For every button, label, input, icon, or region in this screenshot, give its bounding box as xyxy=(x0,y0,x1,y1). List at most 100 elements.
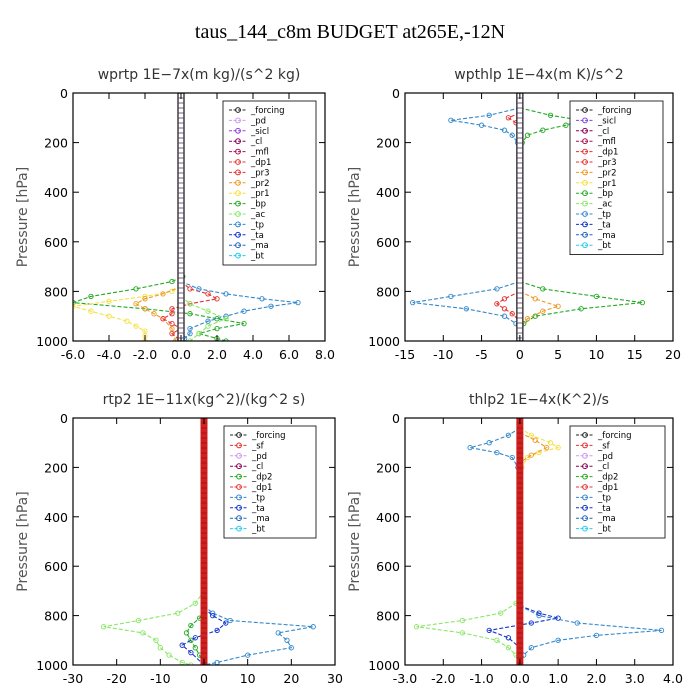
plot-area xyxy=(413,418,665,665)
panel-wpthlp: wpthlp 1E−4x(m K)/s^2 Pressure [hPa] -15 -1… xyxy=(347,67,681,362)
legend-marker xyxy=(236,442,242,449)
x-tick-label: 10 xyxy=(240,671,256,686)
x-tick-label: -3.0 xyxy=(393,671,417,686)
data-point xyxy=(175,610,181,616)
x-tick-label: -15 xyxy=(395,347,415,362)
data-point xyxy=(133,323,139,329)
legend-marker xyxy=(582,169,588,176)
data-point xyxy=(486,627,492,634)
legend-marker xyxy=(582,515,588,522)
legend: _forcing_sicl_cl_mfl_dp1_pr3_pr2_pr1_bp_… xyxy=(569,100,664,256)
data-point xyxy=(494,301,500,307)
legend-marker xyxy=(236,504,242,511)
x-tick-label: 4.0 xyxy=(663,671,683,686)
legend-marker xyxy=(582,138,588,145)
series-line xyxy=(412,280,521,341)
data-point xyxy=(463,306,469,312)
x-tick-label: 0 xyxy=(516,347,524,362)
data-point xyxy=(555,303,561,309)
panel-rtp2: rtp2 1E−11x(kg^2)/(kg^2 s) Pressure [hPa]… xyxy=(15,392,343,686)
data-point xyxy=(501,296,508,302)
data-point xyxy=(169,278,175,285)
x-tick-label: 3.0 xyxy=(625,671,645,686)
plot-frame xyxy=(404,417,674,666)
x-tick-label: 0 xyxy=(200,671,208,686)
legend-marker xyxy=(235,117,241,124)
legend-marker xyxy=(582,200,588,207)
legend-marker xyxy=(582,211,588,217)
data-point xyxy=(153,637,159,643)
data-point xyxy=(169,320,175,327)
legend-marker xyxy=(582,117,588,124)
y-tick-label: 800 xyxy=(44,284,68,299)
data-point xyxy=(196,286,202,292)
legend-label: _sf xyxy=(251,441,265,451)
data-point xyxy=(188,622,194,629)
legend-marker xyxy=(582,231,588,238)
plot-area xyxy=(410,93,646,341)
y-tick-label: 1000 xyxy=(368,658,400,673)
legend-label: _mfl xyxy=(250,148,269,158)
x-tick-label: 2.0 xyxy=(586,671,606,686)
data-point xyxy=(310,624,316,630)
legend: _forcing_sf_pd_cl_dp2_dp1_tp_ta_ma_bt xyxy=(569,425,666,539)
legend-marker xyxy=(582,525,588,532)
legend-label: _ta xyxy=(597,220,611,230)
legend-label: _pd xyxy=(597,452,613,462)
data-point xyxy=(555,615,561,621)
data-point xyxy=(187,330,193,337)
data-point xyxy=(205,291,211,297)
legend-label: _dp1 xyxy=(597,148,618,158)
legend-marker xyxy=(582,221,588,228)
data-point xyxy=(140,630,146,636)
data-point xyxy=(205,308,211,314)
legend-label: _pr2 xyxy=(597,168,617,178)
x-tick-label: 20 xyxy=(665,347,681,362)
y-tick-label: 600 xyxy=(376,235,400,250)
legend-label: _bt xyxy=(597,525,612,535)
legend-marker xyxy=(235,138,241,145)
x-tick-label: -6.0 xyxy=(61,347,85,362)
data-point xyxy=(124,318,130,324)
y-tick-label: 200 xyxy=(44,460,68,475)
legend-marker xyxy=(235,190,241,197)
x-tick-label: 0.0 xyxy=(171,347,191,362)
data-point xyxy=(498,610,504,616)
data-point xyxy=(505,635,512,641)
legend-label: _sicl xyxy=(250,127,269,137)
panel-title: wprtp 1E−7x(m kg)/(s^2 kg) xyxy=(98,67,301,83)
legend-marker xyxy=(582,463,588,470)
legend-marker xyxy=(235,252,241,259)
data-point xyxy=(486,112,492,118)
series-line xyxy=(416,590,521,665)
data-point xyxy=(413,624,420,630)
data-point xyxy=(494,286,500,292)
data-point xyxy=(88,308,94,314)
x-tick-label: 2.0 xyxy=(207,347,227,362)
y-tick-label: 0 xyxy=(60,411,68,426)
x-tick-label: 4.0 xyxy=(243,347,263,362)
data-point xyxy=(106,313,112,319)
data-point xyxy=(268,303,274,309)
zero-line xyxy=(516,418,524,665)
data-point xyxy=(241,308,247,314)
data-point xyxy=(288,645,294,651)
legend-marker xyxy=(582,432,588,438)
data-point xyxy=(187,286,193,292)
data-point xyxy=(245,652,251,658)
y-tick-label: 1000 xyxy=(36,334,68,349)
y-tick-label: 400 xyxy=(376,510,400,525)
legend-marker xyxy=(235,200,241,207)
data-point xyxy=(100,624,107,630)
series-line xyxy=(180,295,228,341)
data-point xyxy=(223,291,229,297)
zero-line xyxy=(200,418,208,665)
legend-label: _dp2 xyxy=(597,473,618,483)
legend-label: _pr2 xyxy=(250,179,270,189)
data-point xyxy=(183,630,190,636)
y-tick-label: 200 xyxy=(44,136,68,151)
x-tick-label: -20 xyxy=(106,671,126,686)
legend-label: _cl xyxy=(597,462,609,472)
y-tick-label: 400 xyxy=(44,185,68,200)
